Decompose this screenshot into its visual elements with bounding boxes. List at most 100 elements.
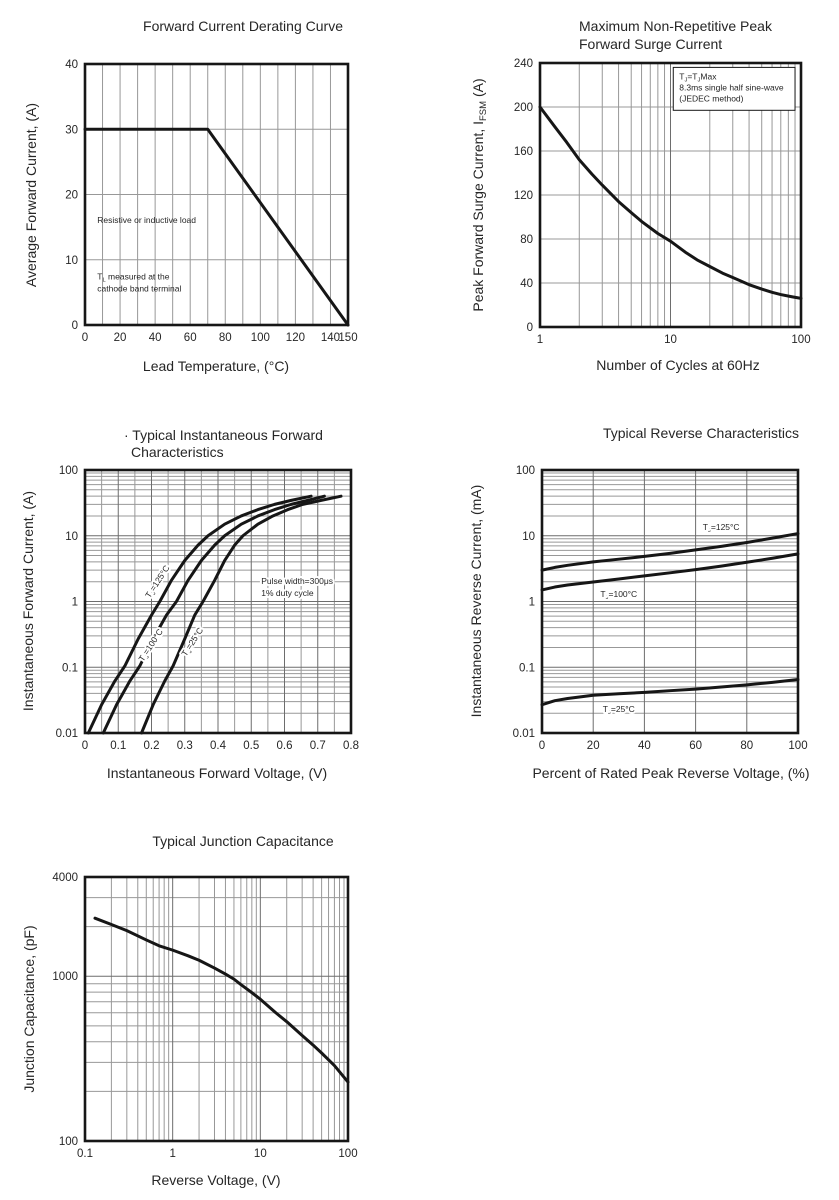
y-axis-title: Average Forward Current, (A) xyxy=(23,103,39,287)
y-axis-title: Junction Capacitance, (pF) xyxy=(21,925,37,1092)
x-tick-label: 1 xyxy=(537,334,543,346)
annotation-curve-label-tj100: TJ=100°C xyxy=(600,589,637,601)
annotation-conditions-note: (JEDEC method) xyxy=(679,93,743,103)
x-tick-label: 20 xyxy=(587,740,600,752)
x-tick-label: 40 xyxy=(149,332,162,344)
x-tick-label: 0.1 xyxy=(77,1148,93,1160)
x-tick-label: 60 xyxy=(184,332,197,344)
x-tick-label: 20 xyxy=(114,332,127,344)
curve-tj-100 xyxy=(540,552,800,592)
chart-title: · Typical Instantaneous Forward xyxy=(124,427,323,443)
annotation-pulse-note: Pulse width=300μs xyxy=(261,576,333,586)
x-tick-label: 100 xyxy=(788,740,807,752)
x-tick-label: 100 xyxy=(338,1148,357,1160)
y-tick-label: 0.1 xyxy=(519,662,535,674)
y-tick-label: 0.1 xyxy=(62,662,78,674)
x-tick-label: 0.8 xyxy=(343,740,359,752)
curve-tj-100 xyxy=(101,494,326,735)
y-tick-label: 240 xyxy=(514,58,533,70)
curve-ifsm xyxy=(538,105,803,300)
x-tick-label: 0.7 xyxy=(310,740,326,752)
plot-border xyxy=(83,468,353,735)
chart-title: Forward Current Derating Curve xyxy=(143,18,343,34)
x-tick-label: 0 xyxy=(82,740,88,752)
curve-cj xyxy=(93,916,350,1084)
x-tick-label: 80 xyxy=(219,332,232,344)
y-axis-title: Instantaneous Reverse Current, (mA) xyxy=(468,485,484,718)
curve-tj-25 xyxy=(140,494,343,735)
y-tick-label: 100 xyxy=(516,465,535,477)
x-tick-label: 60 xyxy=(689,740,702,752)
annotation-load-note: Resistive or inductive load xyxy=(97,215,196,225)
curve-tj-125 xyxy=(86,494,313,735)
chart-title: Maximum Non-Repetitive Peak xyxy=(579,18,773,34)
x-tick-label: 0 xyxy=(82,332,88,344)
y-tick-label: 200 xyxy=(514,102,533,114)
annotation-curve-label-tj125: TJ=125°C xyxy=(703,522,740,534)
x-tick-label: 0.4 xyxy=(210,740,227,752)
x-axis-title: Percent of Rated Peak Reverse Voltage, (… xyxy=(532,765,809,781)
x-tick-label: 100 xyxy=(791,334,810,346)
y-tick-label: 0.01 xyxy=(513,728,535,740)
y-tick-label: 0 xyxy=(72,320,78,332)
x-tick-label: 150 xyxy=(338,332,357,344)
plot-border xyxy=(538,61,803,329)
x-axis-title: Lead Temperature, (°C) xyxy=(143,358,289,374)
x-tick-label: 80 xyxy=(740,740,753,752)
annotation-curve-label-tj25: TJ=25°C xyxy=(603,704,635,716)
x-axis-title: Number of Cycles at 60Hz xyxy=(596,357,759,373)
x-tick-label: 0 xyxy=(539,740,545,752)
y-tick-label: 80 xyxy=(520,234,533,246)
y-tick-label: 10 xyxy=(522,531,535,543)
annotation-conditions-note: 8.3ms single half sine-wave xyxy=(679,82,784,92)
x-tick-label: 40 xyxy=(638,740,651,752)
chart-title: Typical Reverse Characteristics xyxy=(603,425,799,441)
x-tick-label: 0.6 xyxy=(277,740,293,752)
y-axis-title: Instantaneous Forward Current, (A) xyxy=(20,491,36,711)
x-tick-label: 0.5 xyxy=(243,740,259,752)
y-tick-label: 10 xyxy=(65,531,78,543)
x-tick-label: 120 xyxy=(286,332,305,344)
y-tick-label: 1 xyxy=(529,597,535,609)
annotation-pulse-note: 1% duty cycle xyxy=(261,588,314,598)
chart-title: Characteristics xyxy=(131,444,224,460)
chart-title: Forward Surge Current xyxy=(579,36,722,52)
y-tick-label: 120 xyxy=(514,190,533,202)
y-tick-label: 30 xyxy=(65,124,78,136)
plot-border xyxy=(540,468,800,735)
plot-border xyxy=(83,875,350,1143)
y-tick-label: 100 xyxy=(59,465,78,477)
chart-title: Typical Junction Capacitance xyxy=(152,833,334,849)
chart-surge: 1 10 100 0 40 80 120 160 200 240 Maximum Non-Repet… xyxy=(470,18,811,373)
curve-tj-125 xyxy=(540,532,800,572)
y-axis-title: Peak Forward Surge Current, IFSM (A) xyxy=(470,78,489,311)
y-tick-label: 1000 xyxy=(52,971,78,983)
x-tick-label: 10 xyxy=(664,334,677,346)
x-axis-title: Instantaneous Forward Voltage, (V) xyxy=(107,765,327,781)
x-axis-title: Reverse Voltage, (V) xyxy=(151,1172,280,1188)
x-tick-label: 10 xyxy=(254,1148,267,1160)
y-tick-label: 10 xyxy=(65,255,78,267)
annotation-box-conditions-note xyxy=(672,66,796,111)
curve-tj-25 xyxy=(540,678,800,707)
y-tick-label: 0 xyxy=(527,322,533,334)
y-tick-label: 20 xyxy=(65,190,78,202)
annotation-conditions-note: TJ=TJMax xyxy=(679,71,717,83)
y-tick-label: 40 xyxy=(520,278,533,290)
plot-border xyxy=(83,62,350,327)
x-tick-label: 0.1 xyxy=(110,740,126,752)
x-tick-label: 0.2 xyxy=(144,740,160,752)
y-tick-label: 4000 xyxy=(52,872,78,884)
y-tick-label: 1 xyxy=(72,597,78,609)
y-tick-label: 100 xyxy=(59,1136,78,1148)
x-tick-label: 140 xyxy=(321,332,340,344)
annotation-tl-note: TL measured at the xyxy=(97,271,169,283)
chart-cap: 0.1 1 10 100 100 1000 4000 Typical Junction Cap… xyxy=(21,833,358,1188)
curve-if-av xyxy=(83,127,350,327)
x-tick-label: 100 xyxy=(251,332,270,344)
annotation-tl-note: cathode band terminal xyxy=(97,283,181,293)
chart-reverse: 0 20 40 60 80 100 0.01 0.1 1 10 100 Typical Reverse… xyxy=(468,425,810,781)
x-tick-label: 0.3 xyxy=(177,740,193,752)
